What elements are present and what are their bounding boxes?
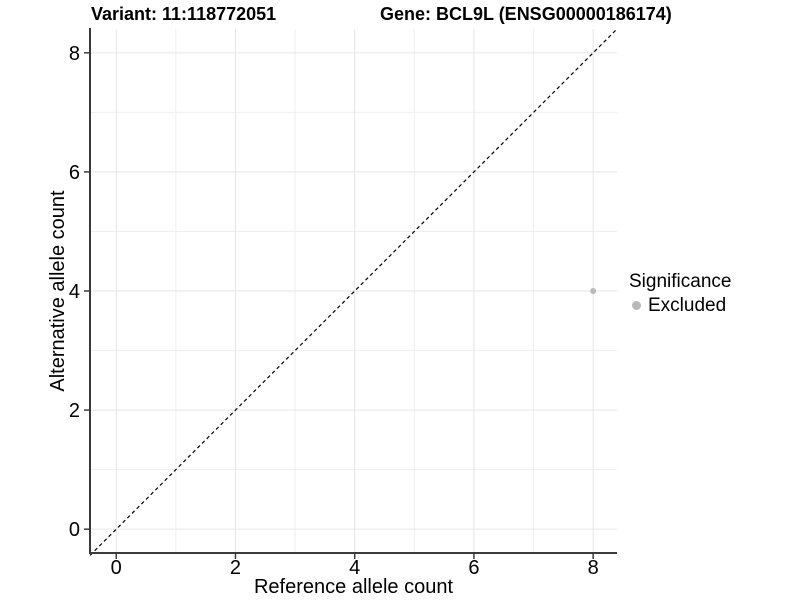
y-tick-label: 2	[69, 400, 80, 422]
x-tick-label: 0	[111, 557, 122, 579]
plot-title-gene: Gene: BCL9L (ENSG00000186174)	[380, 4, 672, 24]
identity-dashed-line	[89, 28, 618, 556]
y-tick-label: 4	[69, 281, 80, 303]
data-point	[590, 288, 597, 294]
y-axis-title: Alternative allele count	[47, 190, 69, 392]
legend: Significance Excluded	[629, 270, 731, 317]
legend-title: Significance	[629, 271, 732, 292]
x-tick-label: 4	[349, 557, 360, 579]
y-tick-label: 8	[69, 43, 80, 65]
x-tick-label: 8	[588, 557, 599, 579]
x-tick-label: 2	[230, 557, 241, 579]
legend-point-icon	[632, 301, 641, 310]
legend-item-excluded: Excluded	[629, 294, 731, 317]
plot-title-variant: Variant: 11:118772051	[91, 4, 277, 24]
legend-item-label: Excluded	[648, 295, 727, 316]
y-tick-label: 6	[69, 162, 80, 184]
x-tick-label: 6	[468, 557, 479, 579]
y-tick-label: 0	[69, 519, 80, 541]
x-axis-title: Reference allele count	[253, 576, 453, 598]
